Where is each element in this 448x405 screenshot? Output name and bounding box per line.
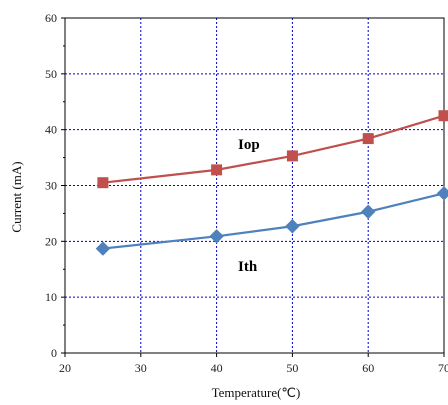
x-tick-label: 30 xyxy=(135,361,147,375)
y-tick-label: 0 xyxy=(51,346,57,360)
marker-iop xyxy=(362,133,374,145)
marker-ith xyxy=(360,204,376,219)
tick-labels: 20 30 40 50 60 70 0 10 20 30 40 50 60 xyxy=(45,11,448,375)
marker-iop xyxy=(286,150,298,162)
series-line-iop xyxy=(102,114,445,184)
x-tick-label: 20 xyxy=(59,361,71,375)
marker-iop xyxy=(97,177,109,189)
y-tick-label: 40 xyxy=(45,123,57,137)
axes xyxy=(61,17,445,357)
series-label-ith: Ith xyxy=(238,259,258,275)
series xyxy=(95,110,448,256)
y-axis-title: Current (mA) xyxy=(9,161,24,232)
x-tick-label: 40 xyxy=(211,361,223,375)
y-tick-label: 10 xyxy=(45,290,57,304)
x-tick-label: 70 xyxy=(438,361,448,375)
marker-ith xyxy=(285,219,300,234)
y-tick-label: 50 xyxy=(45,67,57,81)
marker-iop xyxy=(211,164,223,176)
y-tick-label: 60 xyxy=(45,11,57,25)
x-tick-label: 60 xyxy=(362,361,374,375)
marker-ith xyxy=(209,229,224,244)
y-tick-label: 30 xyxy=(45,179,57,193)
x-tick-label: 50 xyxy=(286,361,298,375)
y-tick-label: 20 xyxy=(45,234,57,248)
series-line-ith xyxy=(102,192,445,250)
marker-ith xyxy=(95,241,111,256)
marker-iop xyxy=(438,110,448,122)
marker-ith xyxy=(436,186,448,201)
grid xyxy=(65,18,444,353)
x-axis-title: Temperature(℃) xyxy=(212,385,301,400)
series-label-iop: Iop xyxy=(238,137,260,153)
